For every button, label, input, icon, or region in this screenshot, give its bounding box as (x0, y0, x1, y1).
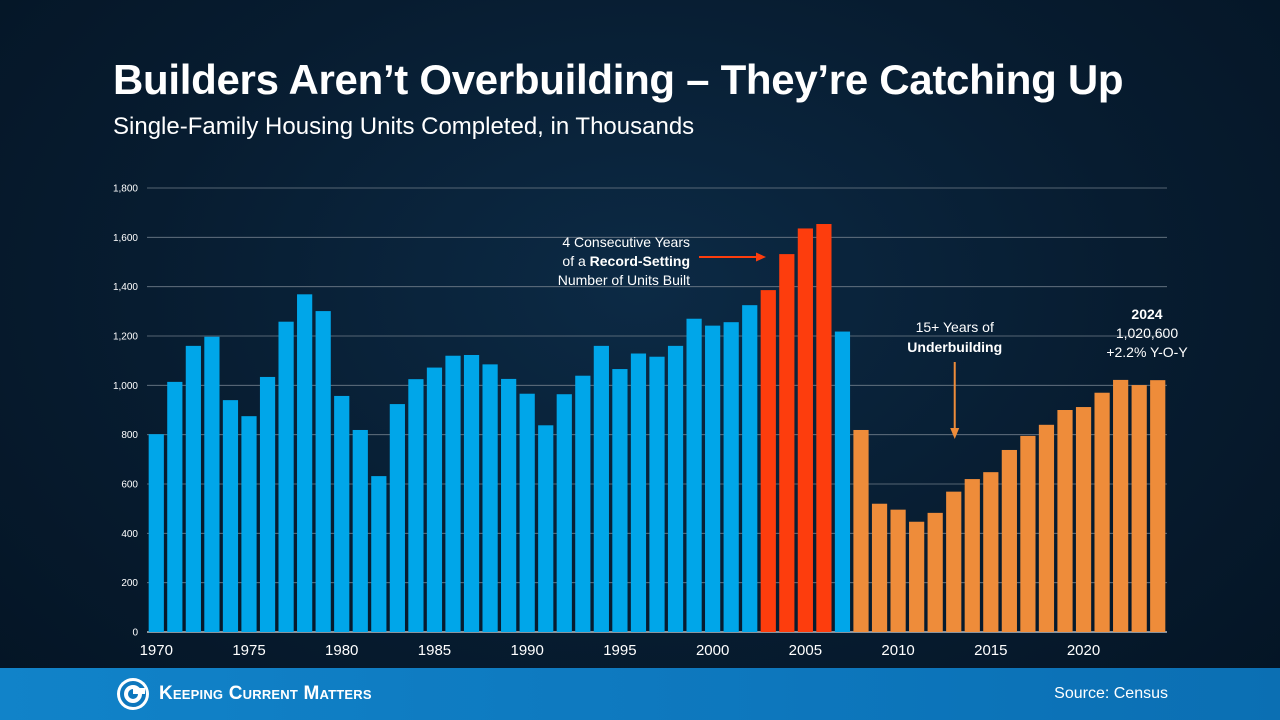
bar-1977 (278, 321, 294, 632)
footer-bar: Keeping Current Matters Source: Census (0, 668, 1280, 720)
bar-1970 (148, 434, 164, 632)
bar-2014 (964, 479, 980, 632)
bar-2019 (1057, 410, 1073, 632)
record-annotation-line1: 4 Consecutive Years (562, 234, 690, 250)
y-tick-label: 800 (121, 430, 138, 441)
bar-1985 (426, 367, 443, 632)
x-tick-label: 2020 (1067, 642, 1100, 659)
bar-2021 (1094, 392, 1110, 632)
bar-2003 (760, 290, 776, 632)
bar-1988 (482, 364, 498, 632)
latest-annotation-year: 2024 (1131, 306, 1162, 322)
bar-2013 (946, 491, 962, 632)
bar-2023 (1131, 385, 1147, 632)
bar-1990 (519, 393, 535, 632)
y-tick-label: 1,400 (113, 282, 138, 293)
bar-2017 (1020, 435, 1036, 632)
x-tick-label: 2000 (696, 642, 729, 659)
chart-subtitle: Single-Family Housing Units Completed, i… (113, 113, 695, 140)
bar-2011 (909, 521, 925, 632)
x-tick-label: 1995 (603, 642, 636, 659)
bar-1983 (389, 404, 405, 632)
bar-1978 (297, 294, 313, 632)
latest-annotation-change: +2.2% Y-O-Y (1106, 344, 1188, 360)
y-tick-label: 1,200 (113, 332, 138, 343)
bar-1986 (445, 355, 461, 632)
x-tick-label: 2010 (881, 642, 914, 659)
x-tick-label: 1975 (232, 642, 265, 659)
y-tick-label: 400 (121, 529, 138, 540)
brand-logo: Keeping Current Matters (115, 676, 372, 712)
x-tick-label: 1970 (140, 642, 173, 659)
bar-1997 (649, 356, 665, 632)
record-annotation-line2: of a Record-Setting (562, 253, 690, 269)
bar-2009 (871, 503, 888, 632)
bar-1995 (612, 369, 628, 632)
bar-1971 (167, 381, 183, 632)
under-annotation-line1: 15+ Years of (916, 319, 994, 335)
bar-2001 (723, 322, 739, 632)
bar-1976 (259, 376, 276, 632)
bar-chart: 0 200 400 600 800 1,000 1,200 1,400 1,600 1,800 19… (113, 184, 1188, 659)
bar-1993 (575, 375, 591, 632)
bar-2024 (1150, 380, 1166, 632)
bar-2004 (779, 254, 795, 632)
y-tick-label: 0 (132, 628, 138, 639)
y-tick-label: 1,600 (113, 233, 138, 244)
bar-1979 (315, 311, 331, 632)
y-tick-label: 1,800 (113, 184, 138, 195)
latest-annotation-value: 1,020,600 (1116, 325, 1178, 341)
record-annotation-line3: Number of Units Built (558, 272, 690, 288)
bar-2022 (1113, 379, 1129, 632)
bar-2006 (816, 224, 832, 632)
kcm-logo-icon (117, 678, 149, 710)
bar-1975 (241, 416, 257, 632)
bar-2020 (1075, 407, 1092, 632)
x-tick-label: 1980 (325, 642, 358, 659)
bar-1974 (222, 400, 239, 632)
under-annotation-line2: Underbuilding (907, 339, 1002, 355)
x-tick-label: 2015 (974, 642, 1007, 659)
bar-1996 (630, 353, 647, 632)
bar-2007 (834, 331, 851, 632)
bar-2008 (853, 429, 869, 632)
bar-2000 (705, 325, 721, 632)
bar-2010 (890, 509, 906, 632)
page-title: Builders Aren’t Overbuilding – They’re C… (113, 56, 1124, 103)
bar-1984 (408, 379, 424, 632)
bar-1998 (667, 345, 684, 632)
bar-2002 (742, 305, 758, 632)
bar-1972 (185, 345, 201, 632)
bar-2015 (983, 472, 999, 632)
bar-1973 (204, 336, 220, 632)
y-tick-label: 1,000 (113, 381, 138, 392)
brand-name: Keeping Current Matters (159, 683, 372, 704)
bar-1994 (593, 345, 609, 632)
x-tick-label: 2005 (789, 642, 822, 659)
source-note: Source: Census (1054, 685, 1168, 702)
x-tick-label: 1990 (510, 642, 543, 659)
bar-1992 (556, 394, 572, 632)
bar-1989 (501, 378, 517, 632)
bar-2005 (797, 228, 813, 632)
bar-2012 (927, 512, 943, 632)
bar-1999 (686, 318, 702, 632)
bar-1982 (371, 476, 387, 632)
under-arrow-head (950, 428, 960, 439)
bar-2018 (1038, 424, 1055, 632)
y-tick-label: 600 (121, 480, 138, 491)
bar-2016 (1001, 449, 1017, 632)
record-arrow-head (756, 252, 766, 262)
bar-1981 (352, 429, 368, 632)
bar-1991 (538, 425, 554, 632)
y-tick-label: 200 (121, 578, 138, 589)
x-tick-label: 1985 (418, 642, 451, 659)
bar-1987 (463, 354, 480, 632)
bar-1980 (334, 395, 350, 632)
